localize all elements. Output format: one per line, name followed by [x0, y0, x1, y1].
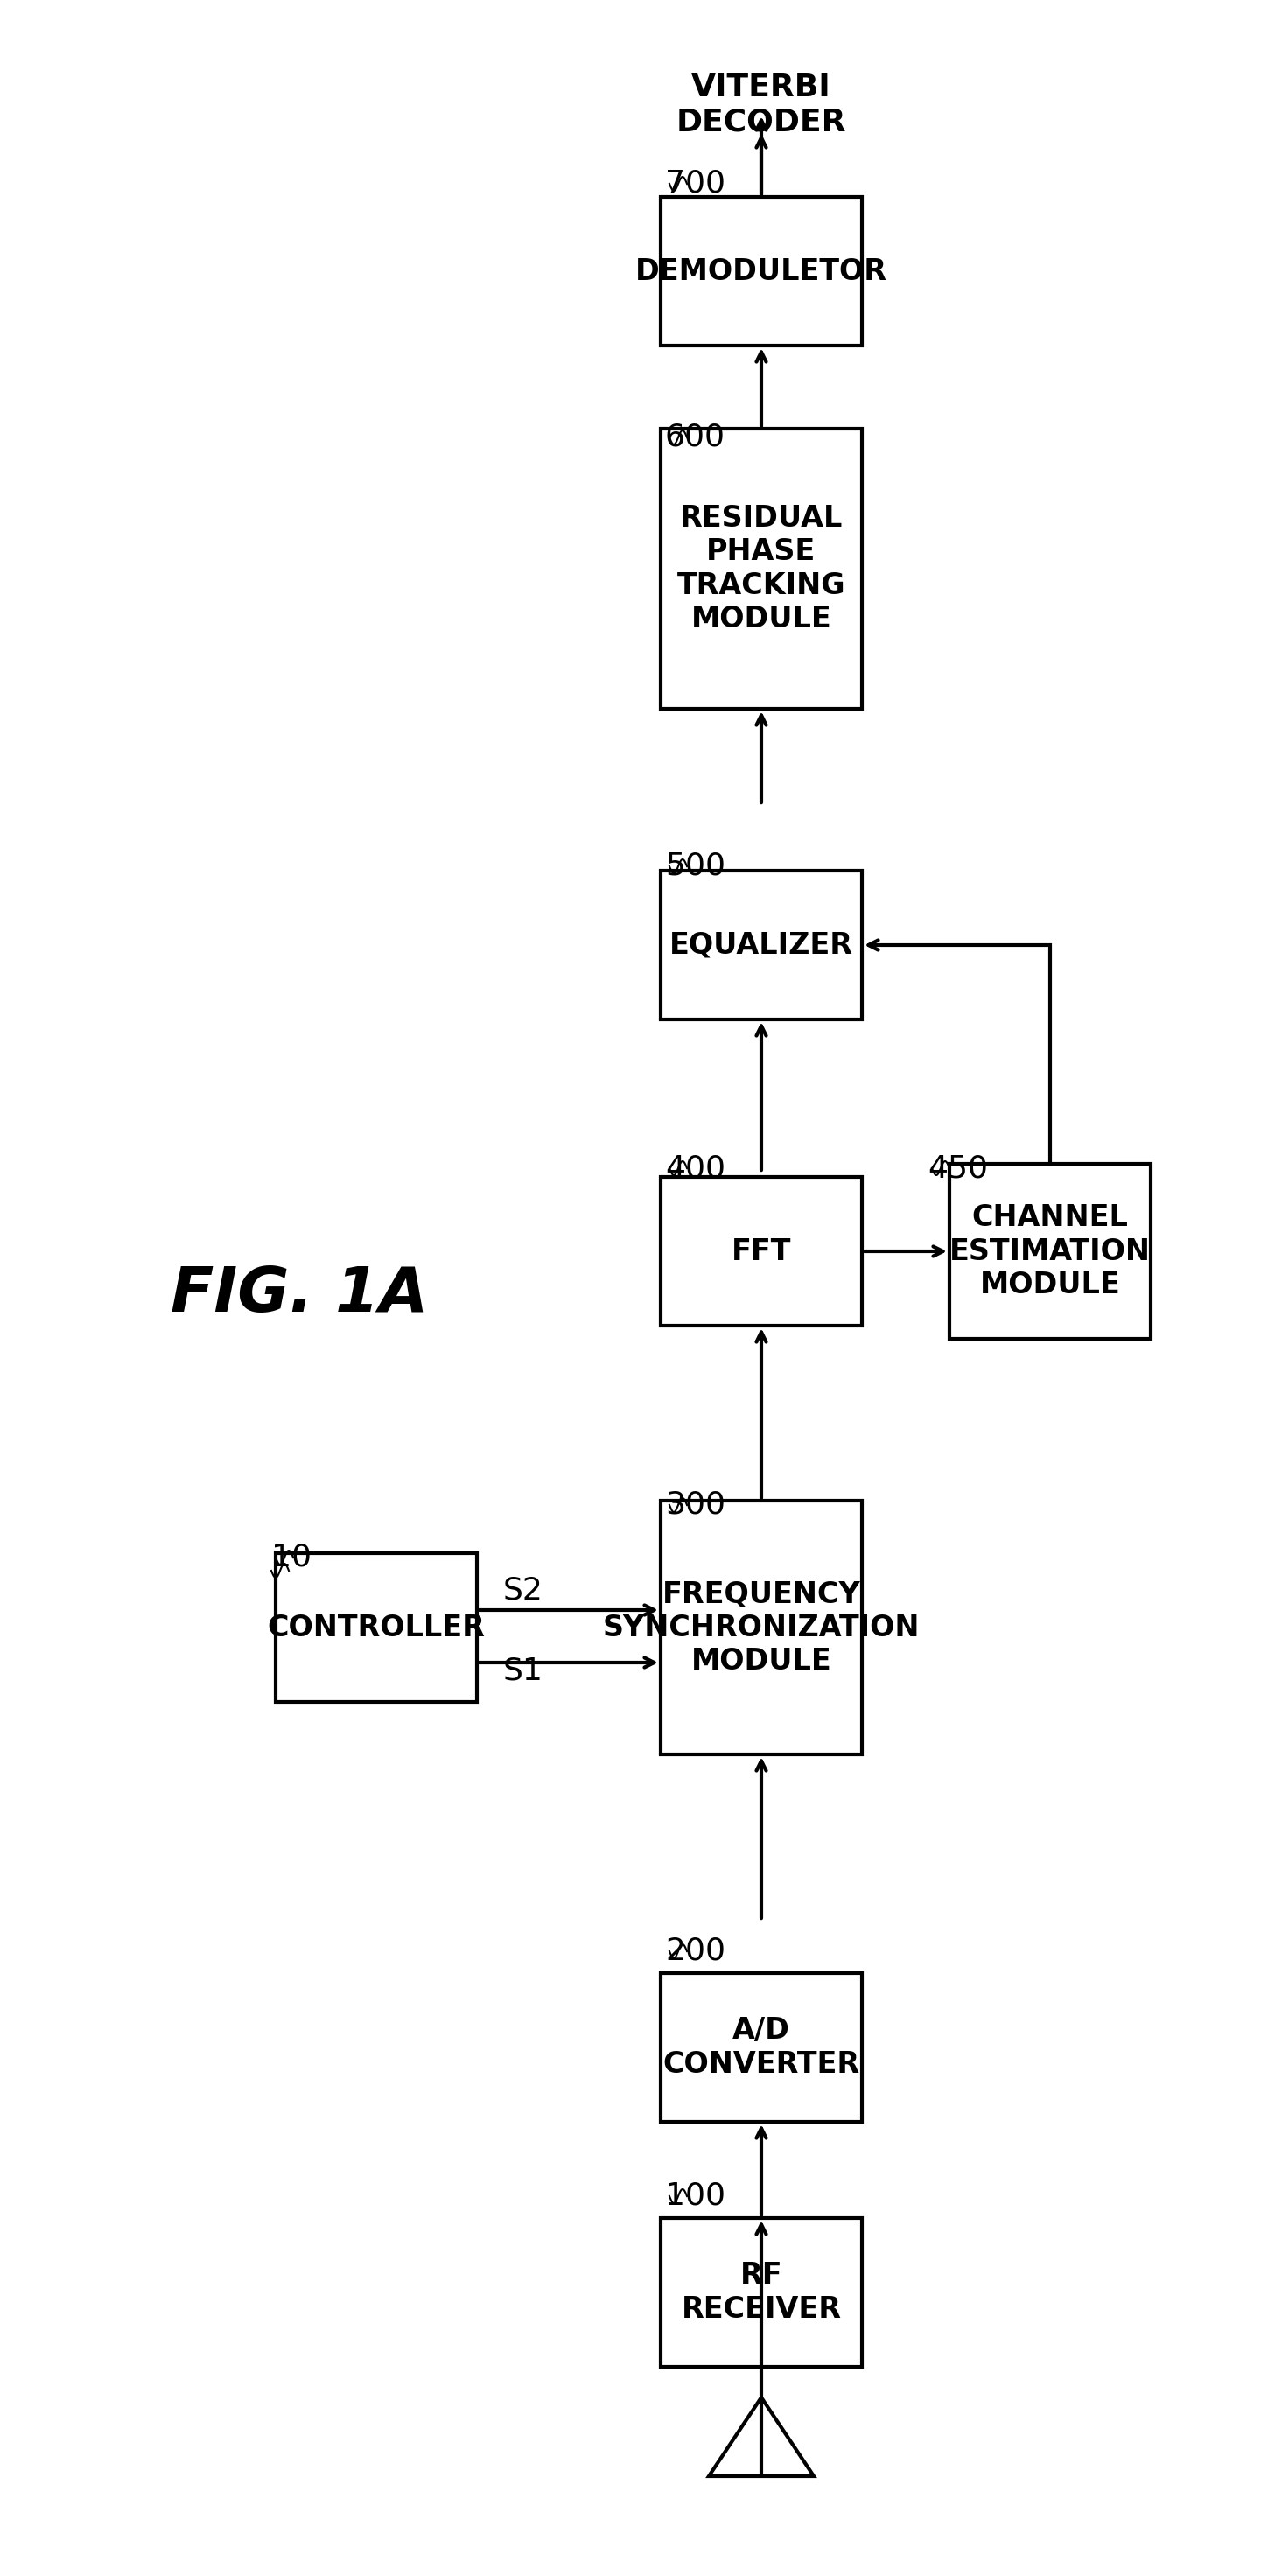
Text: FFT: FFT — [732, 1236, 791, 1265]
Text: 400: 400 — [664, 1154, 725, 1182]
Text: DEMODULETOR: DEMODULETOR — [635, 258, 888, 286]
Text: FIG. 1A: FIG. 1A — [171, 1265, 429, 1324]
Text: FREQUENCY
SYNCHRONIZATION
MODULE: FREQUENCY SYNCHRONIZATION MODULE — [602, 1579, 921, 1674]
Text: 500: 500 — [664, 853, 725, 881]
Text: 10: 10 — [271, 1543, 312, 1571]
Text: 600: 600 — [664, 422, 725, 453]
Text: S2: S2 — [503, 1577, 543, 1605]
Text: RESIDUAL
PHASE
TRACKING
MODULE: RESIDUAL PHASE TRACKING MODULE — [677, 505, 846, 634]
Text: VITERBI
DECODER: VITERBI DECODER — [676, 72, 847, 137]
Bar — [661, 871, 862, 1020]
Bar — [661, 2218, 862, 2367]
Text: 200: 200 — [664, 1937, 725, 1965]
Bar — [661, 1973, 862, 2123]
Text: 700: 700 — [664, 170, 725, 198]
Bar — [275, 1553, 477, 1703]
Text: CONTROLLER: CONTROLLER — [268, 1613, 486, 1641]
Text: A/D
CONVERTER: A/D CONVERTER — [663, 2017, 860, 2079]
Text: EQUALIZER: EQUALIZER — [670, 930, 853, 958]
Text: RF
RECEIVER: RF RECEIVER — [681, 2262, 842, 2324]
Bar — [661, 428, 862, 708]
Text: 300: 300 — [664, 1489, 725, 1520]
Text: 450: 450 — [928, 1154, 988, 1182]
Text: CHANNEL
ESTIMATION
MODULE: CHANNEL ESTIMATION MODULE — [950, 1203, 1151, 1298]
Text: S1: S1 — [503, 1656, 543, 1687]
Bar — [661, 1177, 862, 1327]
Text: 100: 100 — [664, 2182, 725, 2210]
Bar — [661, 1502, 862, 1754]
Bar — [950, 1164, 1151, 1340]
Bar — [661, 196, 862, 345]
